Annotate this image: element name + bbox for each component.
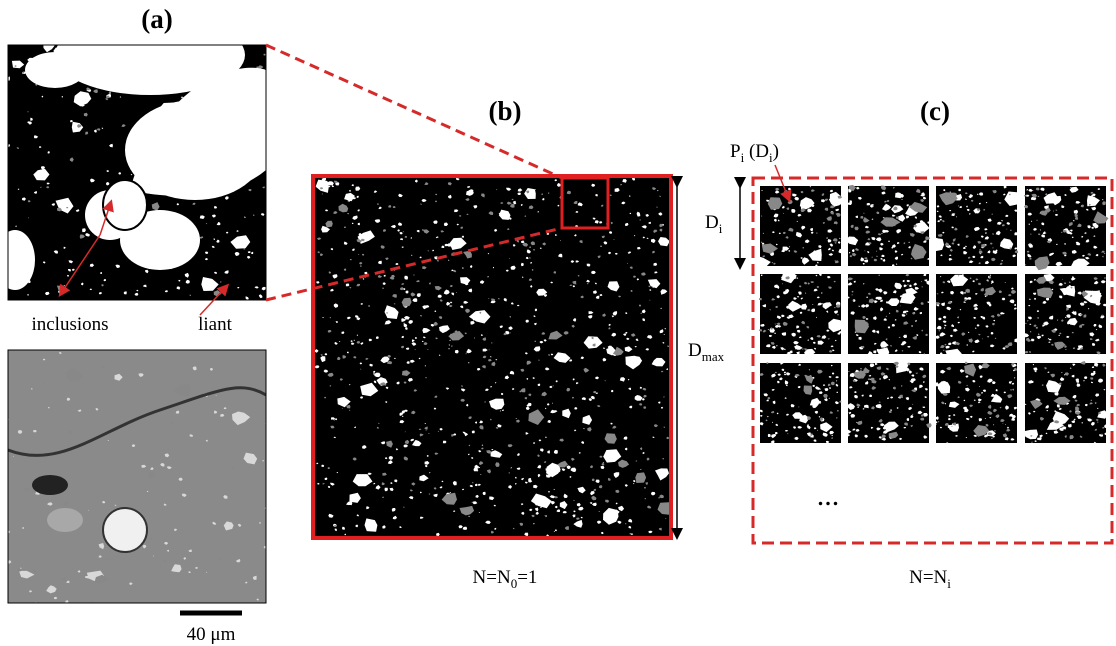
annotation: inclusions (31, 314, 108, 335)
caption: N=N0=1 (473, 567, 538, 591)
ellipsis: ... (817, 479, 840, 512)
micrograph (7, 350, 268, 604)
micrograph (847, 358, 932, 443)
dimension-label: Di (705, 212, 723, 236)
micrograph (929, 186, 1021, 266)
micrograph (1024, 186, 1109, 270)
annotation: liant (198, 314, 232, 335)
texture (47, 508, 83, 532)
dimension-label: Dmax (688, 340, 725, 364)
text: D (688, 340, 702, 361)
figure: (a) inclusions liant 40 μm (b) Dmax N=N0… (0, 0, 1116, 646)
text: N=N (473, 567, 511, 588)
micrograph (759, 362, 841, 444)
patch-label: Pi (Di) (730, 141, 779, 165)
text: =1 (517, 567, 537, 588)
micrograph (759, 270, 845, 357)
subscript: i (947, 576, 951, 591)
text: P (730, 141, 741, 162)
subscript: max (702, 349, 725, 364)
texture (32, 475, 68, 495)
micrograph (0, 15, 266, 300)
caption: N=Ni (909, 567, 951, 591)
text: D (705, 212, 719, 233)
scale-label: 40 μm (187, 624, 236, 645)
micrograph (846, 185, 931, 267)
text: (D (744, 141, 769, 162)
micrograph (1023, 274, 1107, 355)
micrograph (751, 186, 845, 268)
text: N=N (909, 567, 947, 588)
micrograph (1023, 361, 1108, 444)
micrograph (847, 274, 932, 359)
micrograph (936, 274, 1020, 359)
micrograph (935, 362, 1018, 444)
panel-label: (a) (141, 4, 172, 34)
panel-label: (b) (489, 96, 522, 126)
micrograph (315, 178, 673, 537)
texture (25, 52, 85, 88)
texture (103, 508, 147, 552)
text: ) (773, 141, 779, 162)
texture (1025, 274, 1106, 354)
panel-label: (c) (920, 96, 950, 126)
texture (848, 274, 929, 354)
subscript: i (719, 221, 723, 236)
